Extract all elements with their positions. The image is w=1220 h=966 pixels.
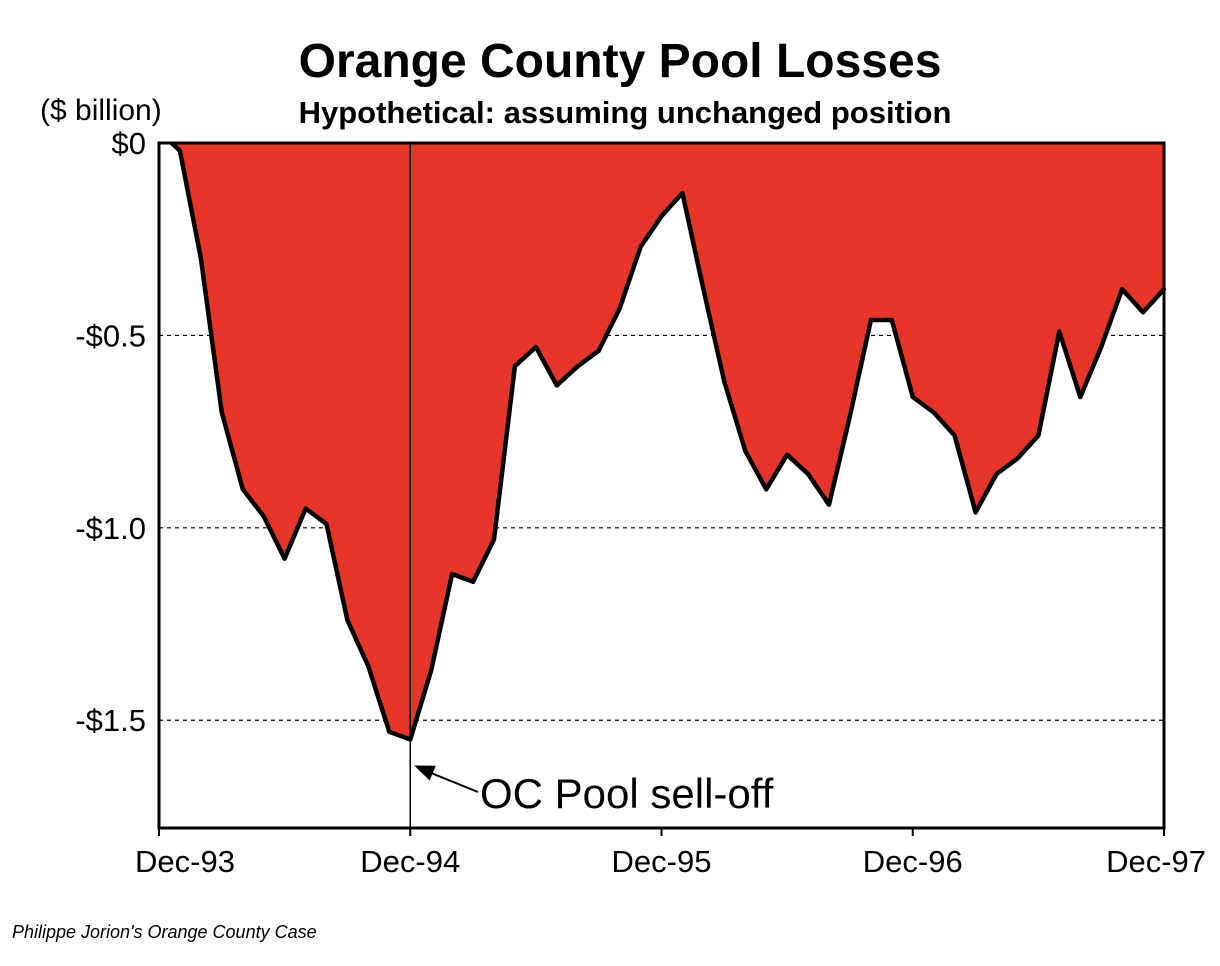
data-point-32 [847,414,852,419]
data-point-14 [471,579,476,584]
y-tick-label-2: -$1.0 [75,511,146,546]
data-point-33 [868,318,873,323]
data-point-36 [931,410,936,415]
data-point-38 [973,510,978,515]
data-point-21 [617,306,622,311]
data-point-35 [910,394,915,399]
data-point-41 [1036,433,1041,438]
x-tick-label-0: Dec-93 [135,844,235,879]
x-tick-label-1: Dec-94 [360,844,460,879]
data-point-20 [596,348,601,353]
data-point-16 [512,364,517,369]
data-point-45 [1120,287,1125,292]
data-point-0 [177,148,182,153]
data-point-9 [366,664,371,669]
loss-area [171,143,1164,740]
data-point-28 [764,487,769,492]
data-point-1 [198,256,203,261]
x-tick-label-2: Dec-95 [612,844,712,879]
x-tick-label-3: Dec-96 [863,844,963,879]
data-point-13 [450,572,455,577]
data-point-12 [429,668,434,673]
data-point-40 [1015,456,1020,461]
y-tick-label-3: -$1.5 [75,703,146,738]
x-axis-ticks: Dec-93 Dec-94 Dec-95 Dec-96 Dec-97 [135,828,1206,879]
data-point-3 [240,487,245,492]
annotation-arrowhead [414,765,436,781]
data-point-31 [827,502,831,507]
data-point-4 [261,514,266,519]
chart-subtitle: Hypothetical: assuming unchanged positio… [299,95,952,130]
data-point-6 [303,506,308,511]
data-point-15 [492,537,496,542]
y-axis-unit-label: ($ billion) [40,94,162,127]
y-tick-label-1: -$0.5 [75,318,146,353]
data-point-30 [806,471,811,476]
data-point-25 [701,287,706,292]
selloff-annotation: OC Pool sell-off [414,765,774,817]
data-point-18 [554,383,559,388]
loss-data-points [177,148,1166,742]
data-point-44 [1099,344,1104,349]
data-point-11 [408,737,413,742]
chart-title: Orange County Pool Losses [299,35,942,88]
data-point-10 [387,729,392,734]
data-point-7 [324,521,329,526]
data-point-19 [575,364,580,369]
source-note: Philippe Jorion's Orange County Case [12,922,317,942]
data-point-2 [219,410,224,415]
data-point-8 [345,618,350,623]
data-point-27 [743,448,748,453]
data-point-26 [722,379,727,384]
x-tick-label-4: Dec-97 [1106,844,1206,879]
data-point-17 [533,344,538,349]
y-axis-ticks: $0 -$0.5 -$1.0 -$1.5 [75,126,146,738]
y-tick-label-0: $0 [112,126,146,161]
data-point-43 [1078,394,1083,399]
data-point-37 [952,433,957,438]
data-point-46 [1141,310,1146,315]
data-point-24 [680,191,685,196]
annotation-label: OC Pool sell-off [480,770,774,817]
data-point-34 [889,318,894,323]
data-point-39 [994,471,999,476]
data-point-42 [1057,329,1062,334]
data-point-29 [785,452,790,457]
data-point-22 [638,244,643,249]
data-point-5 [282,556,287,561]
data-point-23 [659,214,664,219]
